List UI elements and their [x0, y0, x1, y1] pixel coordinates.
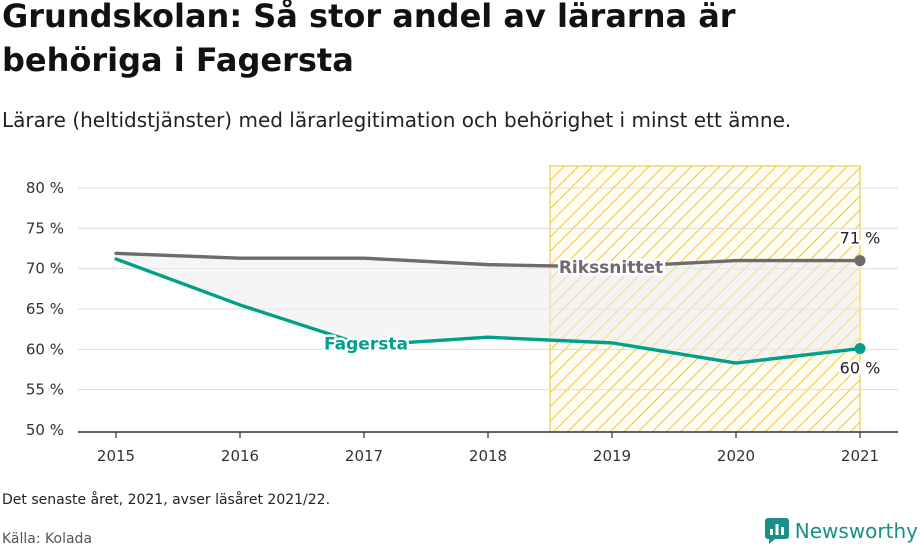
end-point-1 — [854, 343, 866, 355]
y-tick-label: 55 % — [26, 381, 64, 399]
x-tick-label: 2017 — [345, 447, 383, 465]
series-line-0 — [114, 251, 862, 269]
y-tick-label: 80 % — [26, 179, 64, 197]
series-label-fagersta: Fagersta — [324, 335, 408, 355]
source-text: Källa: Kolada — [2, 531, 93, 547]
series-line-1 — [114, 257, 862, 365]
gap-area — [116, 253, 860, 364]
end-label-riket: 71 % — [840, 229, 881, 248]
brand-name: Newsworthy — [794, 519, 918, 543]
x-tick-label: 2018 — [469, 447, 507, 465]
end-label-fagersta: 60 % — [840, 359, 881, 378]
y-tick-label: 60 % — [26, 340, 64, 358]
x-tick-label: 2021 — [841, 447, 879, 465]
x-tick-label: 2015 — [97, 447, 135, 465]
series-label-riket: Rikssnittet — [559, 258, 663, 278]
chart-subtitle: Lärare (heltidstjänster) med lärarlegiti… — [2, 108, 792, 132]
y-tick-label: 75 % — [26, 219, 64, 237]
y-tick-label: 65 % — [26, 300, 64, 318]
chart-logo-icon — [764, 518, 789, 544]
x-tick-label: 2016 — [221, 447, 259, 465]
end-point-0 — [854, 255, 866, 267]
y-tick-label: 70 % — [26, 260, 64, 278]
chart-title: Grundskolan: Så stor andel av lärarna är… — [2, 0, 736, 79]
x-tick-label: 2019 — [593, 447, 631, 465]
line-chart: 80 % 75 % 70 % 65 % 60 % 55 % 50 % 2015 2016 201… — [26, 165, 898, 465]
footnote: Det senaste året, 2021, avser läsåret 20… — [2, 492, 331, 508]
y-tick-label: 50 % — [26, 421, 64, 439]
brand-logo: Newsworthy — [764, 518, 918, 544]
x-tick-label: 2020 — [717, 447, 755, 465]
